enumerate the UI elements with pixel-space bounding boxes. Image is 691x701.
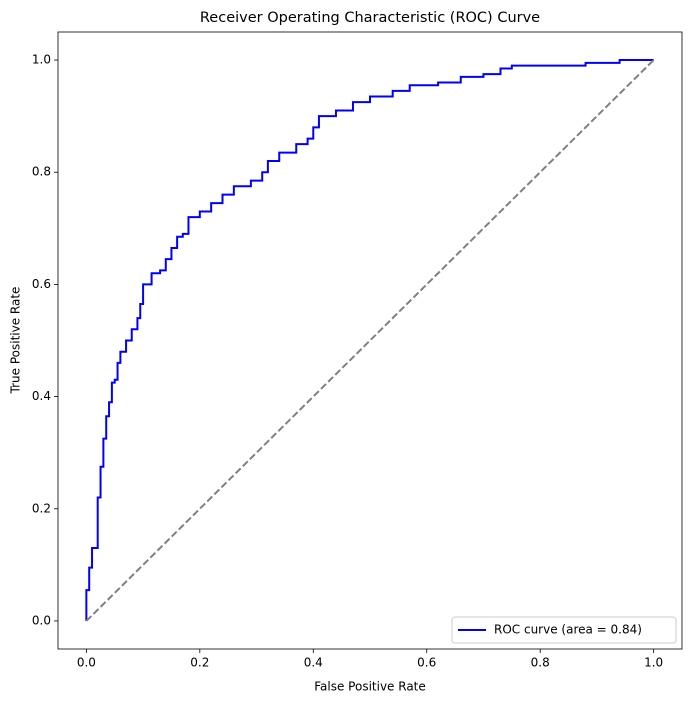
series-line	[85, 59, 654, 621]
series-line	[85, 59, 655, 622]
legend-box	[451, 616, 677, 644]
x-tick-label: 1.0	[644, 656, 663, 670]
x-tick-label: 0.4	[304, 656, 323, 670]
x-axis-label: False Positive Rate	[314, 680, 426, 694]
y-tick-label: 0.8	[32, 165, 51, 179]
y-tick-label: 0.6	[32, 277, 51, 291]
x-tick-label: 0.8	[531, 656, 550, 670]
plot-frame	[57, 31, 683, 650]
x-tick-label: 0.0	[77, 656, 96, 670]
y-tick-label: 0.4	[32, 389, 51, 403]
x-tick-label: 0.2	[190, 656, 209, 670]
y-tick-label: 0.2	[32, 501, 51, 515]
chart-title: Receiver Operating Characteristic (ROC) …	[200, 10, 540, 26]
x-tick-label: 0.6	[417, 656, 436, 670]
y-tick-label: 1.0	[32, 53, 51, 67]
y-tick-label: 0.0	[32, 613, 51, 627]
y-axis-label: True Positive Rate	[9, 287, 23, 395]
legend-label: ROC curve (area = 0.84)	[494, 623, 642, 637]
